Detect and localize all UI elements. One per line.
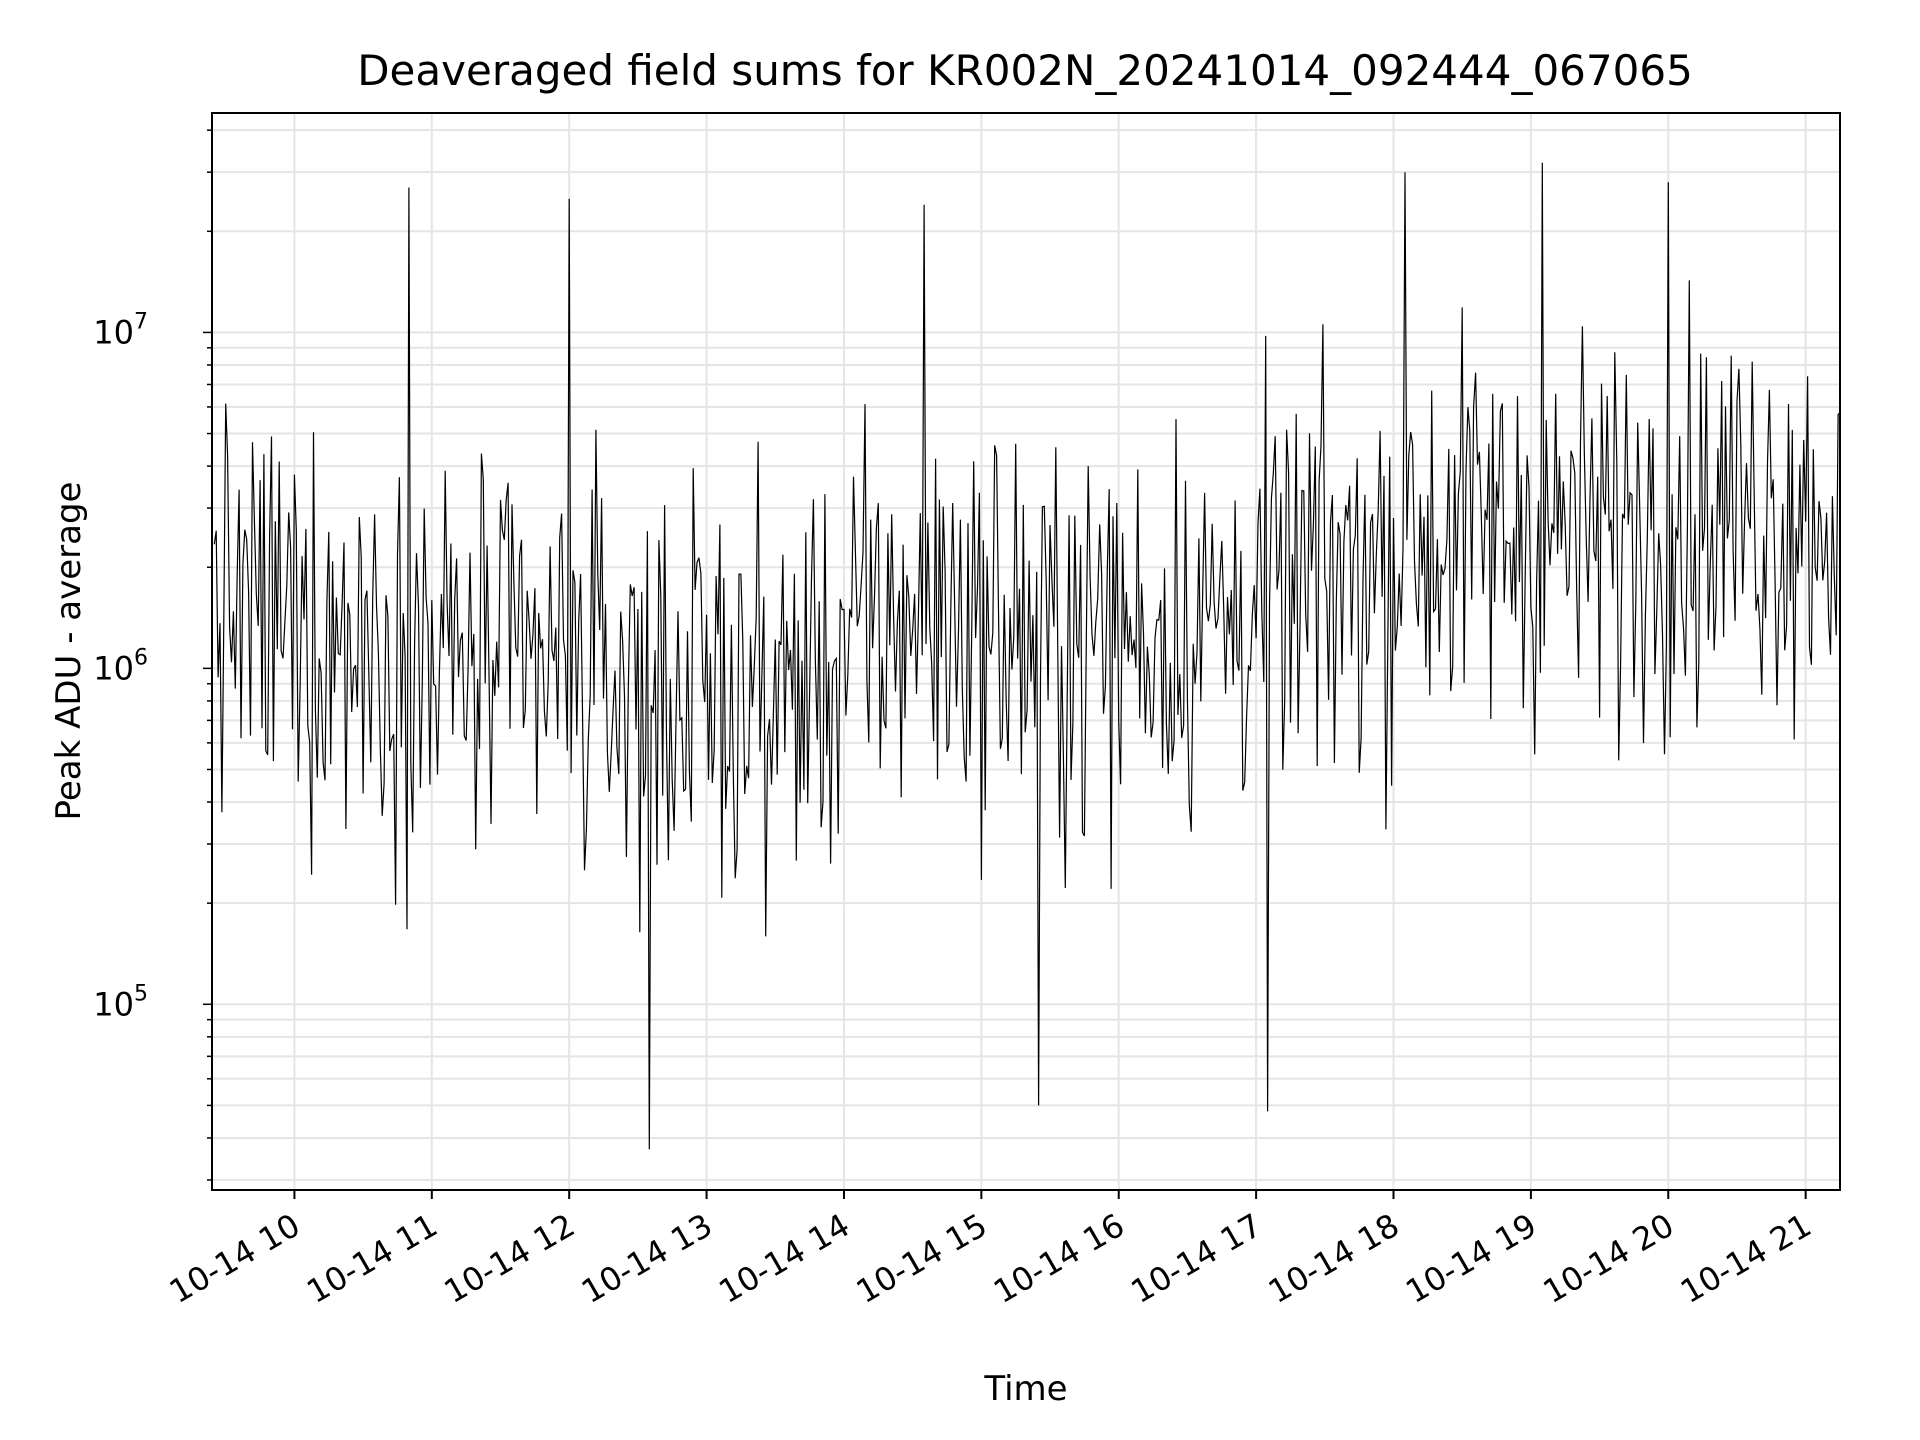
y-axis-label: Peak ADU - average [49, 482, 89, 821]
series-path [213, 162, 1841, 1150]
chart-title: Deaveraged field sums for KR002N_2024101… [357, 46, 1693, 95]
y-tick-label: 107 [93, 309, 148, 351]
y-tick-label: 105 [93, 981, 148, 1023]
series-line [213, 162, 1841, 1150]
x-axis-label: Time [983, 1369, 1067, 1409]
y-axis: 105 106 107 [93, 129, 212, 1181]
y-tick-label: 106 [93, 645, 148, 687]
plot-frame [211, 112, 1841, 1191]
